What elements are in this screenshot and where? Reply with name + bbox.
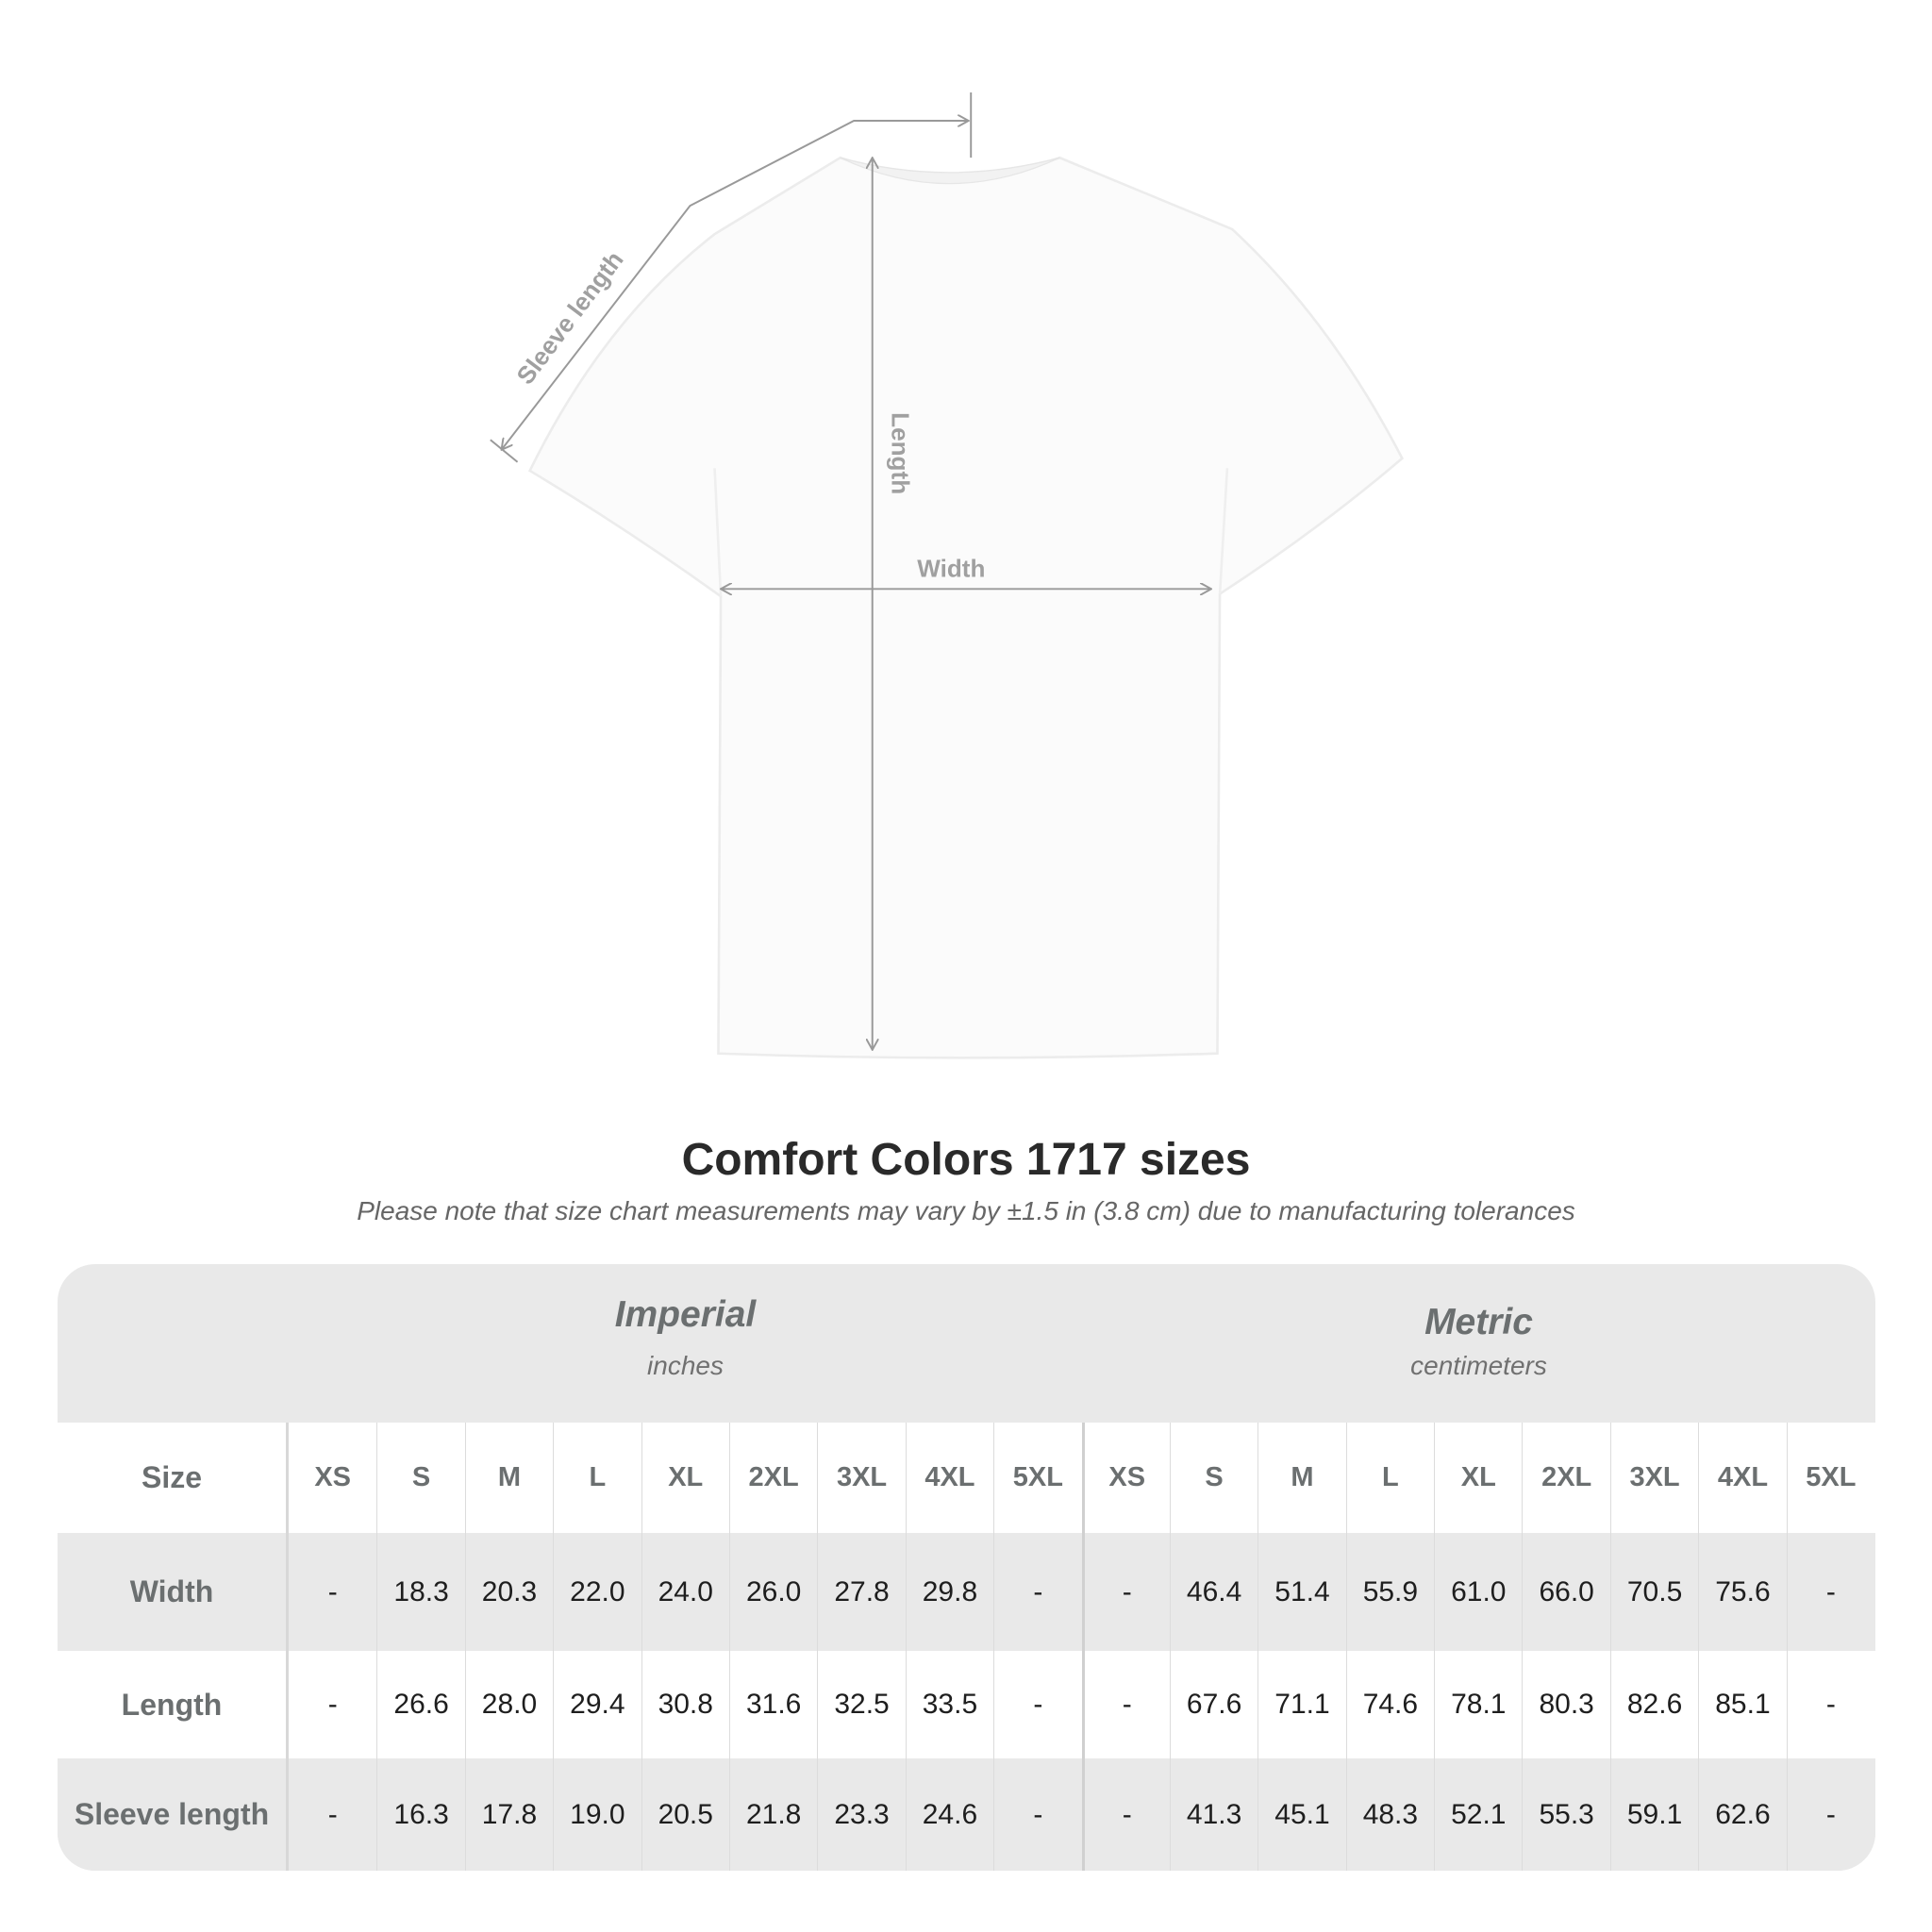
table-row: Length -26.6 28.0 29.4 30.8 31.6 32.5 33.5- -67.… [58, 1651, 1875, 1758]
row-label: Width [58, 1533, 289, 1651]
table-cell: - [1786, 1533, 1874, 1651]
table-cell: - [993, 1533, 1081, 1651]
size-header-cell: 3XL [1609, 1423, 1698, 1533]
table-cell: 17.8 [464, 1758, 553, 1871]
table-cell: 22.0 [553, 1533, 641, 1651]
table-cell: 28.0 [464, 1651, 553, 1758]
size-header-cell: S [376, 1423, 464, 1533]
table-cell: 32.5 [817, 1651, 905, 1758]
size-header-cell: XL [1434, 1423, 1522, 1533]
size-header-cell: 5XL [993, 1423, 1081, 1533]
table-cell: - [1786, 1651, 1874, 1758]
table-cell: 70.5 [1609, 1533, 1698, 1651]
size-header-cell: M [464, 1423, 553, 1533]
size-header-cell: 5XL [1786, 1423, 1874, 1533]
table-cell: 19.0 [553, 1758, 641, 1871]
width-label: Width [917, 554, 985, 582]
table-cell: 61.0 [1434, 1533, 1522, 1651]
table-cell: 59.1 [1609, 1758, 1698, 1871]
table-cell: 51.4 [1257, 1533, 1345, 1651]
size-header-cell: M [1257, 1423, 1345, 1533]
table-cell: 29.4 [553, 1651, 641, 1758]
table-cell: 20.3 [464, 1533, 553, 1651]
table-row: Width -18.3 20.3 22.0 24.0 26.0 27.8 29.8- -46.4… [58, 1533, 1875, 1651]
table-cell: 20.5 [641, 1758, 729, 1871]
size-header-cell: 2XL [1522, 1423, 1609, 1533]
size-header-cell: 4XL [905, 1423, 993, 1533]
table-cell: - [1081, 1533, 1170, 1651]
imperial-unit: inches [647, 1351, 724, 1380]
table-cell: 21.8 [728, 1758, 817, 1871]
table-cell: 30.8 [641, 1651, 729, 1758]
table-cell: - [1786, 1758, 1874, 1871]
table-cell: 24.6 [905, 1758, 993, 1871]
size-header-cell: L [553, 1423, 641, 1533]
table-cell: 62.6 [1698, 1758, 1786, 1871]
table-cell: 41.3 [1169, 1758, 1257, 1871]
row-label: Size [58, 1423, 289, 1533]
table-cell: 26.0 [728, 1533, 817, 1651]
size-header-cell: 2XL [728, 1423, 817, 1533]
table-cell: 31.6 [728, 1651, 817, 1758]
table-cell: 75.6 [1698, 1533, 1786, 1651]
size-header-cell: XL [641, 1423, 729, 1533]
table-cell: 16.3 [376, 1758, 464, 1871]
row-label: Sleeve length [58, 1758, 289, 1871]
imperial-header: Imperial inches [289, 1264, 1082, 1423]
tolerance-note: Please note that size chart measurements… [357, 1196, 1575, 1225]
table-cell: 23.3 [817, 1758, 905, 1871]
table-cell: 82.6 [1609, 1651, 1698, 1758]
table-row: Sleeve length - 16.3 17.8 19.0 20.5 21.8 23.3 24… [58, 1758, 1875, 1871]
table-cell: - [993, 1758, 1081, 1871]
table-cell: 46.4 [1169, 1533, 1257, 1651]
table-cell: 55.9 [1345, 1533, 1434, 1651]
table-cell: - [993, 1651, 1081, 1758]
tshirt-image [527, 156, 1405, 1059]
size-header-cell: 3XL [817, 1423, 905, 1533]
table-cell: 55.3 [1522, 1758, 1609, 1871]
size-table: Imperial inches Metric centimeters Size X… [58, 1264, 1875, 1871]
table-cell: - [327, 1798, 338, 1830]
table-cell: 67.6 [1169, 1651, 1257, 1758]
table-cell: 33.5 [905, 1651, 993, 1758]
table-cell: - [1081, 1758, 1170, 1871]
table-cell: 27.8 [817, 1533, 905, 1651]
metric-title: Metric [1424, 1302, 1533, 1342]
table-cell: 78.1 [1434, 1651, 1522, 1758]
imperial-title: Imperial [614, 1294, 757, 1335]
table-cell: 66.0 [1522, 1533, 1609, 1651]
size-header-cell: XS [314, 1462, 352, 1492]
table-cell: - [1081, 1651, 1170, 1758]
table-cell: - [327, 1575, 338, 1607]
length-label: Length [886, 412, 914, 494]
table-cell: 18.3 [376, 1533, 464, 1651]
table-cell: - [327, 1689, 338, 1720]
table-cell: 29.8 [905, 1533, 993, 1651]
table-cell: 48.3 [1345, 1758, 1434, 1871]
table-cell: 71.1 [1257, 1651, 1345, 1758]
table-cell: 52.1 [1434, 1758, 1522, 1871]
page-title: Comfort Colors 1717 sizes [681, 1135, 1251, 1185]
size-header-cell: S [1169, 1423, 1257, 1533]
table-cell: 24.0 [641, 1533, 729, 1651]
table-cell: 85.1 [1698, 1651, 1786, 1758]
table-cell: 80.3 [1522, 1651, 1609, 1758]
metric-unit: centimeters [1410, 1351, 1547, 1380]
size-header-cell: XS [1081, 1423, 1170, 1533]
row-label: Length [58, 1651, 289, 1758]
size-header-row: Size XS S M L XL 2XL 3XL 4XL 5XL XS S M L XL 2XL 3XL 4XL 5… [58, 1423, 1875, 1533]
table-cell: 74.6 [1345, 1651, 1434, 1758]
table-cell: 26.6 [376, 1651, 464, 1758]
table-cell: 45.1 [1257, 1758, 1345, 1871]
sleeve-length-measure [490, 92, 973, 463]
metric-header: Metric centimeters [1082, 1264, 1875, 1423]
size-header-cell: 4XL [1698, 1423, 1786, 1533]
tshirt-measurement-diagram: Sleeve length Length Width [490, 92, 1405, 1059]
size-header-cell: L [1345, 1423, 1434, 1533]
